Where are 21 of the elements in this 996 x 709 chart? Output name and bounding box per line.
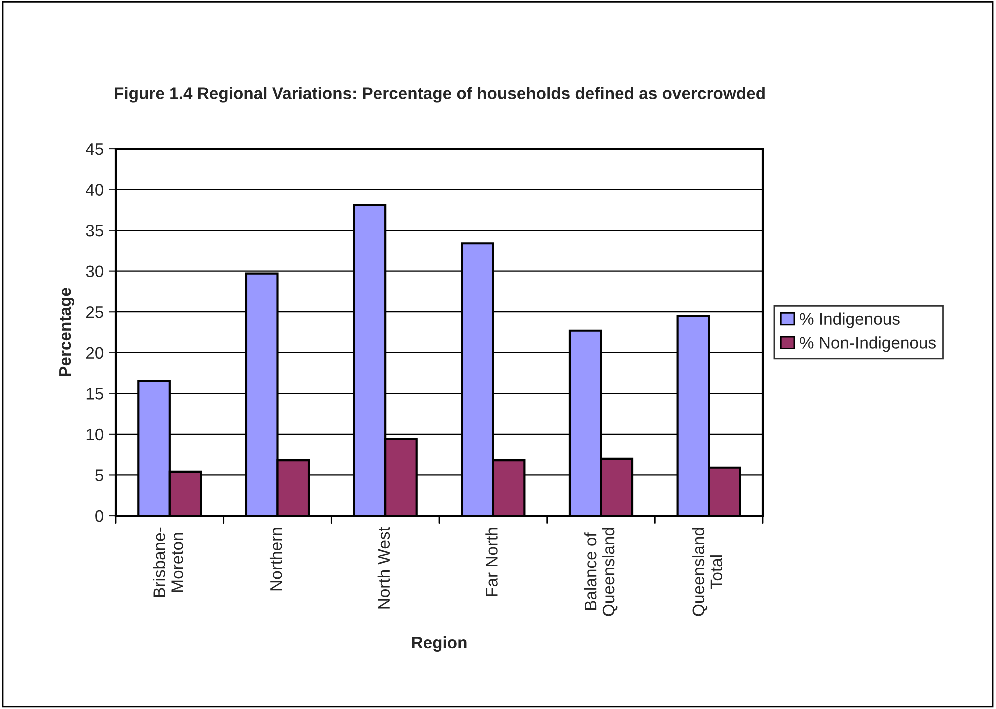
y-tick-label: 35 [86,224,104,237]
x-tick-label: Northern [270,528,282,591]
x-tick-label: North West [378,527,390,609]
x-tick-label: Brisbane- Moreton [153,528,184,598]
legend-label: % Non-Indigenous [800,336,936,352]
y-tick-label: 0 [96,510,104,522]
y-tick-label: 30 [86,266,104,278]
y-tick-label: 10 [86,428,104,441]
chart-title: Figure 1.4 Regional Variations: Percentage of households defined as overcrowded [115,87,765,103]
x-tick-label: Balance of Queensland [584,528,618,616]
y-tick-label: 45 [86,144,104,156]
y-tick-label: 5 [96,470,104,482]
x-axis-title: Region [412,636,467,652]
x-tick-label: Queensland Total [692,528,723,616]
x-tick-label: Far North [486,528,498,596]
y-axis-title: Percentage [60,288,75,376]
legend-label: % Indigenous [800,312,900,328]
y-tick-label: 20 [86,347,104,360]
y-tick-label: 15 [86,388,104,400]
y-tick-label: 40 [86,184,104,196]
y-tick-label: 25 [86,306,104,318]
